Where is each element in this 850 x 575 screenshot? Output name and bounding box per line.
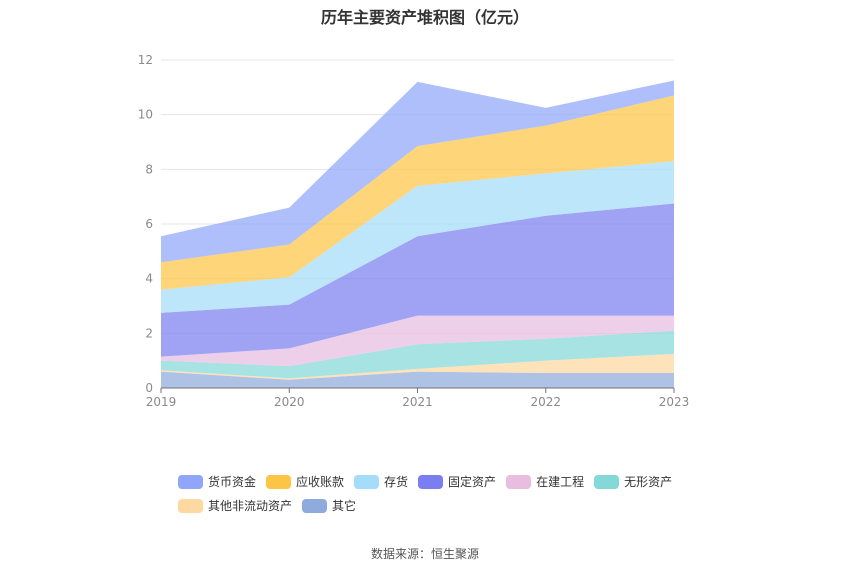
area-series-存货 (161, 161, 674, 313)
legend-item[interactable]: 货币资金 (178, 473, 256, 490)
legend-swatch (302, 498, 328, 513)
legend-item[interactable]: 其他非流动资产 (178, 497, 292, 514)
x-tick-label: 2019 (146, 395, 177, 409)
y-tick-label: 12 (138, 53, 153, 67)
axes: 0 2 4 6 8 10 12 2019 2020 2021 2022 2023 (138, 53, 690, 409)
legend-label: 应收账款 (296, 475, 345, 489)
legend-label: 在建工程 (536, 475, 585, 489)
legend-swatch (506, 474, 532, 489)
x-tick-label: 2021 (402, 395, 433, 409)
y-tick-label: 6 (145, 217, 153, 231)
legend-swatch (266, 474, 292, 489)
area-series-固定资产 (161, 203, 674, 357)
y-tick-label: 0 (145, 381, 153, 395)
legend-label: 货币资金 (208, 475, 257, 489)
x-tick-label: 2020 (274, 395, 305, 409)
area-series-货币资金 (161, 80, 674, 263)
legend-item[interactable]: 在建工程 (506, 473, 584, 490)
legend-swatch (178, 498, 203, 513)
area-series-其他非流动资产 (161, 353, 674, 380)
x-tick-label: 2023 (659, 395, 690, 409)
legend-label: 固定资产 (448, 475, 497, 489)
stacked-areas (161, 80, 674, 388)
area-series-在建工程 (161, 315, 674, 367)
y-tick-label: 8 (145, 162, 153, 176)
area-series-应收账款 (161, 95, 674, 290)
legend-item[interactable]: 存货 (354, 473, 408, 490)
legend-label: 其他非流动资产 (208, 499, 293, 513)
y-tick-label: 2 (145, 326, 153, 340)
chart-title: 历年主要资产堆积图（亿元） (320, 8, 529, 27)
legend: 货币资金 应收账款 存货 固定资产 在建工程 无形资产其他非流动资产 其它 (178, 473, 698, 514)
legend-item[interactable]: 无形资产 (594, 473, 672, 490)
area-series-无形资产 (161, 330, 674, 379)
legend-item[interactable]: 其它 (302, 497, 356, 514)
legend-item[interactable]: 应收账款 (266, 473, 344, 490)
x-tick-label: 2022 (530, 395, 561, 409)
legend-swatch (594, 474, 620, 489)
legend-label: 其它 (332, 499, 357, 513)
legend-label: 无形资产 (624, 475, 673, 489)
y-tick-label: 10 (138, 108, 153, 122)
source-note: 数据来源：恒生聚源 (370, 547, 479, 561)
legend-swatch (418, 474, 444, 489)
area-series-其它 (161, 371, 674, 388)
legend-label: 存货 (384, 475, 409, 489)
legend-swatch (178, 474, 203, 489)
legend-swatch (354, 474, 380, 489)
legend-item[interactable]: 固定资产 (418, 473, 496, 490)
y-tick-label: 4 (145, 272, 153, 286)
